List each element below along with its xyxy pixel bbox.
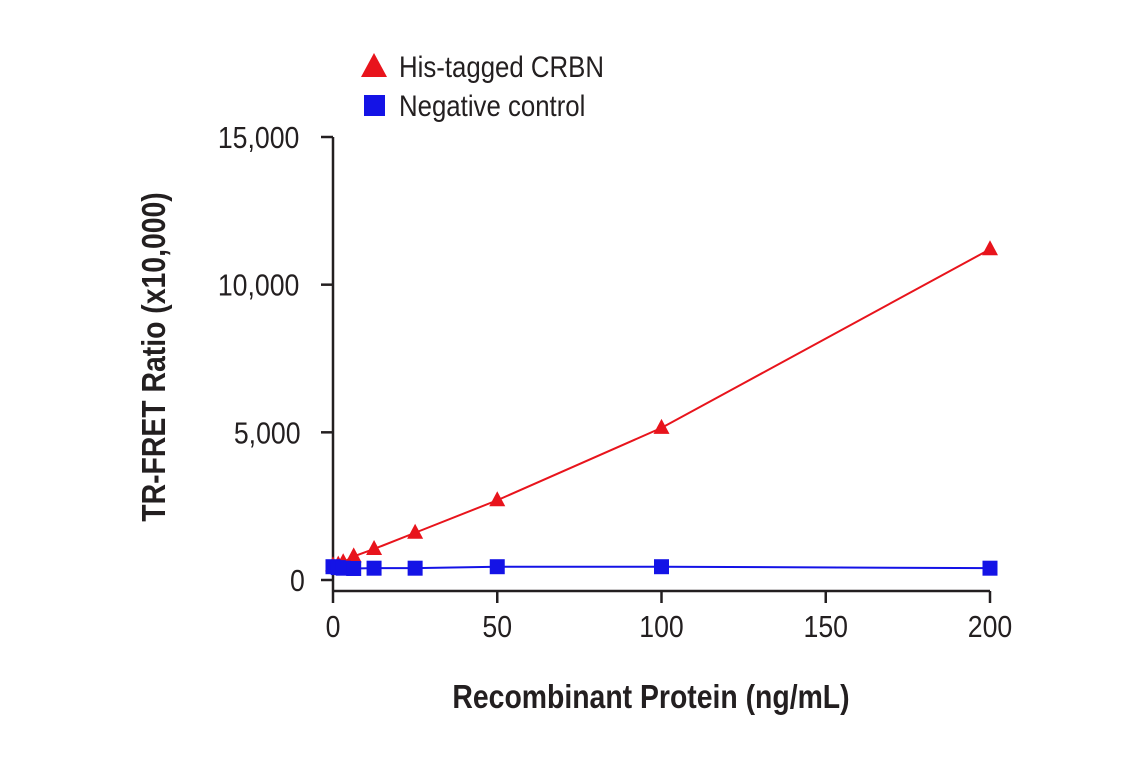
y-tick-label: 10,000 bbox=[218, 269, 300, 303]
y-axis-title: TR-FRET Ratio (x10,000) bbox=[135, 192, 173, 521]
series-his-tagged-crbn bbox=[325, 240, 998, 572]
data-point-square bbox=[654, 559, 669, 575]
data-point-triangle bbox=[366, 539, 383, 555]
legend-item-negative-control: Negative control bbox=[364, 89, 585, 122]
y-axis-ticks: 0 5,000 10,000 15,000 bbox=[218, 121, 333, 599]
data-point-square bbox=[407, 560, 423, 576]
data-point-square bbox=[366, 560, 382, 576]
x-axis-ticks: 0 50 100 150 200 bbox=[326, 591, 1012, 645]
y-tick-label: 0 bbox=[290, 564, 305, 598]
x-axis-title: Recombinant Protein (ng/mL) bbox=[452, 678, 849, 716]
legend-item-his-tagged-crbn: His-tagged CRBN bbox=[361, 50, 604, 83]
x-tick-label: 100 bbox=[639, 610, 683, 644]
y-tick-label: 5,000 bbox=[234, 417, 301, 451]
y-tick-label: 15,000 bbox=[218, 121, 300, 155]
data-point-triangle bbox=[653, 418, 670, 434]
data-point-triangle bbox=[345, 547, 362, 563]
data-point-square bbox=[982, 560, 998, 576]
data-point-triangle bbox=[982, 240, 998, 256]
x-tick-label: 0 bbox=[326, 610, 341, 644]
x-tick-label: 150 bbox=[804, 610, 848, 644]
plot-series bbox=[325, 240, 998, 576]
legend: His-tagged CRBN Negative control bbox=[361, 50, 604, 122]
x-tick-label: 200 bbox=[968, 610, 1012, 644]
data-point-triangle bbox=[407, 523, 424, 539]
x-tick-label: 50 bbox=[482, 610, 512, 644]
legend-triangle-marker bbox=[361, 53, 387, 77]
legend-label-his-tagged-crbn: His-tagged CRBN bbox=[399, 50, 604, 83]
legend-label-negative-control: Negative control bbox=[399, 89, 585, 122]
data-point-square bbox=[489, 559, 505, 575]
legend-square-marker bbox=[364, 95, 385, 116]
axes: 0 5,000 10,000 15,000 0 50 100 150 200 bbox=[218, 121, 1012, 644]
series-negative-control bbox=[325, 559, 998, 576]
series-line bbox=[332, 248, 991, 567]
data-point-triangle bbox=[489, 491, 506, 507]
data-point-square bbox=[346, 560, 362, 576]
